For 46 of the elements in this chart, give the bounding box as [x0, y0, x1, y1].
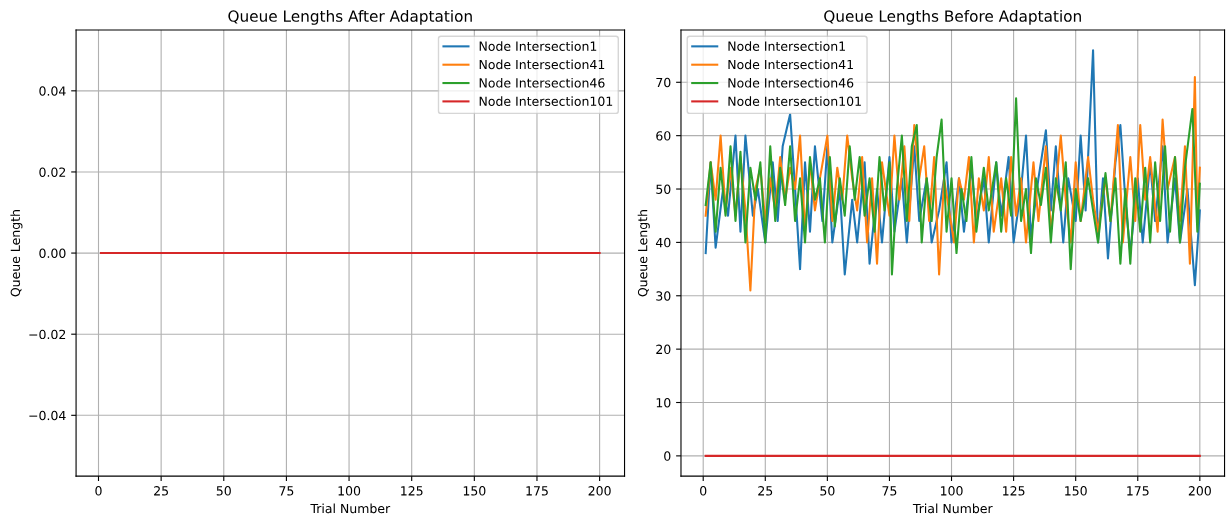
- legend-label: Node Intersection1: [728, 41, 845, 51]
- y-tick-label: 0.00: [39, 248, 66, 258]
- x-tick-label: 200: [1188, 486, 1211, 496]
- y-tick-label: 20: [656, 344, 671, 355]
- y-tick-label: 60: [656, 131, 671, 141]
- y-tick-label: 0.02: [39, 167, 66, 177]
- x-tick-label: 150: [463, 486, 486, 496]
- y-tick-label: −0.04: [29, 410, 66, 421]
- y-tick-label: 0: [664, 451, 671, 461]
- y-tick-label: 50: [656, 184, 671, 194]
- y-tick-label: 10: [656, 397, 671, 408]
- y-tick-label: 70: [656, 77, 671, 88]
- x-tick-label: 0: [700, 486, 707, 496]
- x-tick-label: 25: [758, 486, 773, 496]
- x-tick-label: 0: [95, 486, 102, 496]
- legend-label: Node Intersection41: [728, 59, 853, 70]
- y-axis-title: Queue Length: [637, 210, 650, 297]
- x-tick-label: 25: [154, 486, 168, 496]
- x-tick-label: 175: [526, 486, 548, 496]
- x-tick-label: 50: [820, 486, 835, 496]
- x-tick-label: 175: [1127, 486, 1149, 496]
- x-tick-label: 75: [882, 486, 897, 496]
- legend-label: Node Intersection46: [728, 77, 854, 88]
- x-tick-label: 50: [216, 486, 231, 496]
- x-axis-title: Trial Number: [310, 503, 391, 514]
- y-tick-label: 30: [656, 291, 671, 301]
- legend-label: Node Intersection41: [479, 59, 605, 70]
- y-tick-label: 40: [655, 237, 671, 248]
- legend-label: Node Intersection101: [479, 96, 613, 106]
- x-tick-label: 150: [1065, 486, 1087, 496]
- x-axis-title: Trial Number: [912, 503, 993, 514]
- legend-label: Node Intersection101: [728, 96, 861, 106]
- legend-label: Node Intersection46: [479, 77, 605, 88]
- chart-title: Queue Lengths After Adaptation: [228, 10, 472, 25]
- x-tick-label: 125: [401, 486, 423, 496]
- line-series: [704, 97, 1201, 276]
- y-tick-label: 0.04: [39, 86, 66, 96]
- x-tick-label: 125: [1003, 486, 1025, 496]
- y-tick-label: −0.02: [29, 329, 66, 340]
- legend-label: Node Intersection1: [479, 41, 597, 51]
- chart-title: Queue Lengths Before Adaptation: [824, 10, 1081, 25]
- x-tick-label: 75: [279, 486, 294, 496]
- x-tick-label: 200: [588, 486, 611, 496]
- x-tick-label: 100: [338, 486, 361, 496]
- y-axis-title: Queue Length: [10, 210, 23, 297]
- x-tick-label: 100: [940, 486, 963, 496]
